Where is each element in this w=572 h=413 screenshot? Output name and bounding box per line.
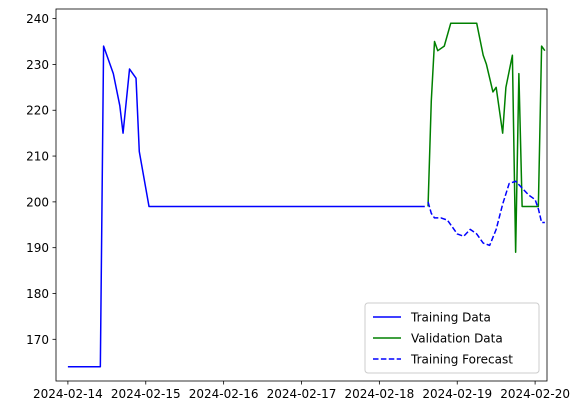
legend: Training Data Validation Data Training For… <box>364 302 540 374</box>
legend-box <box>364 302 540 374</box>
y-tick-label: 240 <box>26 12 49 26</box>
y-tick-label: 170 <box>26 333 49 347</box>
x-tick-label: 2024-02-19 <box>422 387 492 401</box>
y-tick-label: 210 <box>26 150 49 164</box>
y-tick-label: 200 <box>26 195 49 209</box>
x-tick-label: 2024-02-17 <box>267 387 337 401</box>
legend-label: Training Forecast <box>410 353 513 367</box>
x-tick-label: 2024-02-18 <box>344 387 414 401</box>
y-tick-label: 180 <box>26 287 49 301</box>
series-line-validation-data <box>427 22 546 254</box>
x-tick-label: 2024-02-15 <box>111 387 181 401</box>
x-tick-label: 2024-02-14 <box>33 387 103 401</box>
series-line-training-data <box>67 45 425 368</box>
plot-lines <box>67 22 546 368</box>
y-tick-label: 220 <box>26 104 49 118</box>
x-tick-label: 2024-02-16 <box>189 387 259 401</box>
legend-label: Validation Data <box>411 332 503 346</box>
x-axis: 2024-02-14 2024-02-15 2024-02-16 2024-02-17… <box>33 381 570 401</box>
legend-label: Training Data <box>410 311 491 325</box>
y-axis: 170 180 190 200 210 220 230 240 <box>26 12 56 347</box>
x-tick-label: 2024-02-20 <box>500 387 570 401</box>
y-tick-label: 190 <box>26 241 49 255</box>
series-line-training-forecast <box>427 180 545 247</box>
y-tick-label: 230 <box>26 58 49 72</box>
